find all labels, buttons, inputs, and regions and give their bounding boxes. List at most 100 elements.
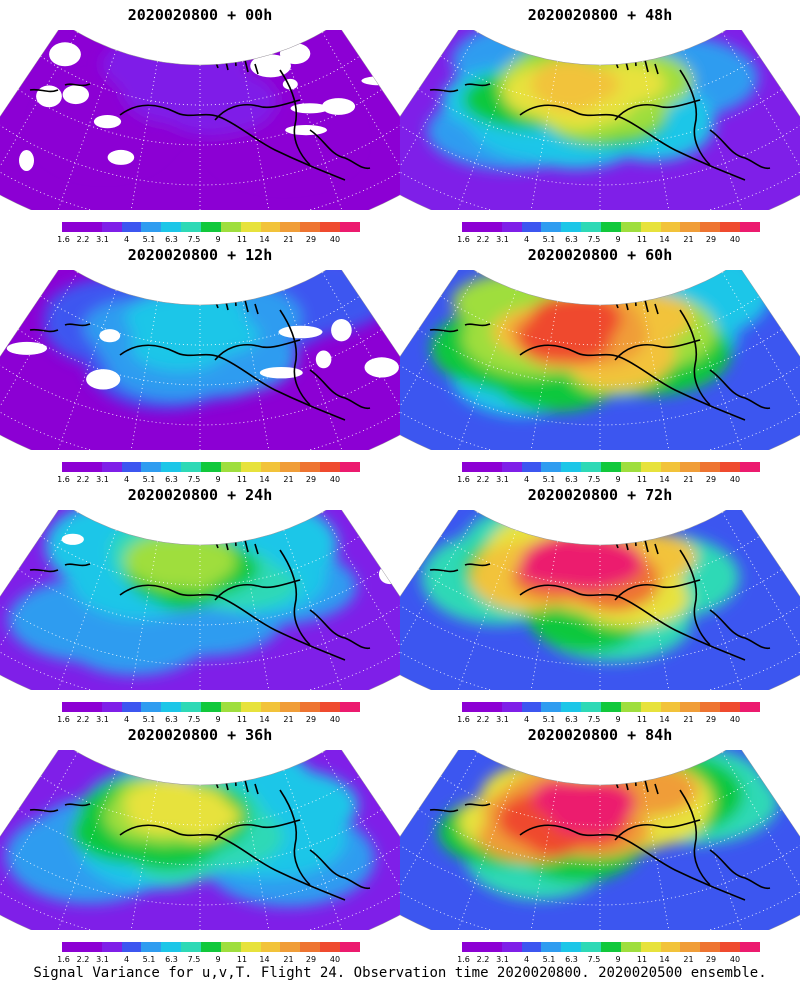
colorbar-swatch	[300, 222, 321, 232]
colorbar-labels: 1.6 2.2 3.1 4 5.1 6.3 7.5 9 11 14 21 29 40	[457, 955, 762, 967]
colorbar-tick-label: 3.1	[496, 715, 509, 724]
colorbar-swatch	[680, 222, 701, 232]
colorbar-tick-label: 11	[236, 955, 248, 964]
colorbar-swatch	[320, 462, 341, 472]
colorbar-tick-label: 21	[283, 235, 294, 244]
colorbar-swatch	[141, 702, 162, 712]
colorbar-swatch	[121, 462, 142, 472]
colorbar-swatch	[121, 702, 142, 712]
colorbar-tick-label: 6.3	[165, 715, 178, 724]
colorbar-tick-label: 2.2	[76, 955, 90, 964]
coastline-segment	[119, 104, 346, 181]
colorbar-swatch	[541, 942, 562, 952]
variance-field	[0, 270, 400, 450]
coastline-segment	[594, 517, 649, 533]
colorbar-swatch	[340, 462, 360, 472]
field-blobs	[421, 510, 740, 662]
missing-data-patch	[279, 43, 311, 65]
colorbar-swatch	[740, 942, 760, 952]
variance-map	[400, 510, 800, 690]
colorbar-tick-label: 40	[729, 475, 741, 484]
colorbar-swatch	[62, 222, 82, 232]
colorbar-tick-label: 3.1	[96, 235, 109, 244]
colorbar-labels: 1.6 2.2 3.1 4 5.1 6.3 7.5 9 11 14 21 29 40	[57, 235, 362, 247]
colorbar-swatch	[501, 702, 522, 712]
parallel	[418, 329, 782, 386]
coastline-segment	[279, 789, 311, 886]
coastline-segment	[194, 277, 249, 293]
colorbar-tick-label: 40	[729, 955, 741, 964]
colorbar-tick-label: 7.5	[187, 715, 201, 724]
colorbar-swatch	[280, 222, 301, 232]
coastline-segment	[194, 517, 249, 533]
coastline-segment	[119, 824, 346, 901]
colorbar-tick-label: 1.6	[457, 955, 470, 964]
missing-data-patch	[62, 85, 89, 105]
colorbar-swatch	[700, 942, 721, 952]
colorbar-tick-label: 4	[123, 715, 130, 724]
colorbar-swatch	[220, 702, 241, 712]
missing-data-patch	[290, 103, 329, 114]
colorbar-swatch	[62, 462, 82, 472]
colorbar-tick-label: 9	[215, 715, 221, 724]
colorbar-swatch	[201, 222, 221, 232]
colorbar-labels: 1.6 2.2 3.1 4 5.1 6.3 7.5 9 11 14 21 29 40	[57, 715, 362, 727]
colorbar-swatch	[161, 462, 182, 472]
colorbar-tick-label: 6.3	[565, 475, 578, 484]
colorbar-swatch	[220, 462, 241, 472]
coastline-segment	[214, 819, 301, 841]
colorbar-tick-label: 5.1	[142, 475, 156, 484]
colorbar-tick-label: 3.1	[96, 955, 109, 964]
variance-blob	[164, 540, 226, 591]
colorbar-swatch	[280, 942, 301, 952]
panel-title: 2020020800 + 60h	[527, 246, 673, 264]
colorbar-swatch	[141, 462, 162, 472]
colorbar-tick-label: 7.5	[587, 955, 601, 964]
map-panel: 2020020800 + 72h 1.6 2.2 3.1 4 5.1 6.3 7.5 9 11 1…	[400, 480, 800, 730]
missing-data-patch	[285, 125, 327, 136]
colorbar-swatch	[300, 462, 321, 472]
coastline-segment	[279, 549, 311, 646]
colorbar-tick-label: 11	[636, 955, 648, 964]
colorbar-tick-label: 29	[705, 955, 717, 964]
colorbar-swatch	[81, 702, 102, 712]
colorbar-tick-label: 7.5	[187, 235, 201, 244]
colorbar-tick-label: 4	[123, 475, 130, 484]
colorbar-swatch	[201, 462, 221, 472]
colorbar-swatch	[740, 462, 760, 472]
colorbar-swatch	[521, 222, 542, 232]
colorbar-swatch	[561, 942, 582, 952]
colorbar-swatch	[720, 702, 741, 712]
colorbar-swatch	[201, 942, 221, 952]
colorbar-tick-label: 29	[305, 715, 317, 724]
map-panel: 2020020800 + 12h 1.6 2.2 3.1 4 5.1 6.3 7.5 9 11 1…	[0, 240, 400, 490]
coastline-segment	[594, 277, 649, 293]
coastline-segment	[194, 37, 249, 53]
missing-data-patch	[315, 350, 332, 369]
colorbar-tick-label: 1.6	[457, 715, 470, 724]
colorbar-swatch	[720, 222, 741, 232]
map-boundary	[0, 510, 400, 690]
coastline-segment	[709, 849, 771, 890]
colorbar-swatch	[640, 942, 661, 952]
parallel	[400, 842, 800, 906]
coastline-segment	[594, 757, 649, 773]
coastline-segment	[709, 609, 771, 650]
colorbar-swatch	[481, 462, 502, 472]
colorbar-swatch	[541, 462, 562, 472]
colorbar-swatch	[320, 702, 341, 712]
colorbar-swatch	[481, 702, 502, 712]
colorbar-tick-label: 40	[729, 235, 741, 244]
colorbar-swatch	[561, 702, 582, 712]
colorbar-swatch	[260, 702, 281, 712]
colorbar-tick-label: 3.1	[496, 235, 509, 244]
colorbar-swatch	[720, 462, 741, 472]
missing-data-patch	[6, 341, 48, 355]
coastline-segment	[29, 803, 91, 813]
colorbar-tick-label: 1.6	[457, 475, 470, 484]
variance-map	[0, 270, 400, 450]
coastline-segment	[309, 609, 371, 650]
coastline-segment	[594, 37, 649, 53]
colorbar-swatch	[101, 702, 122, 712]
colorbar-swatch	[260, 462, 281, 472]
